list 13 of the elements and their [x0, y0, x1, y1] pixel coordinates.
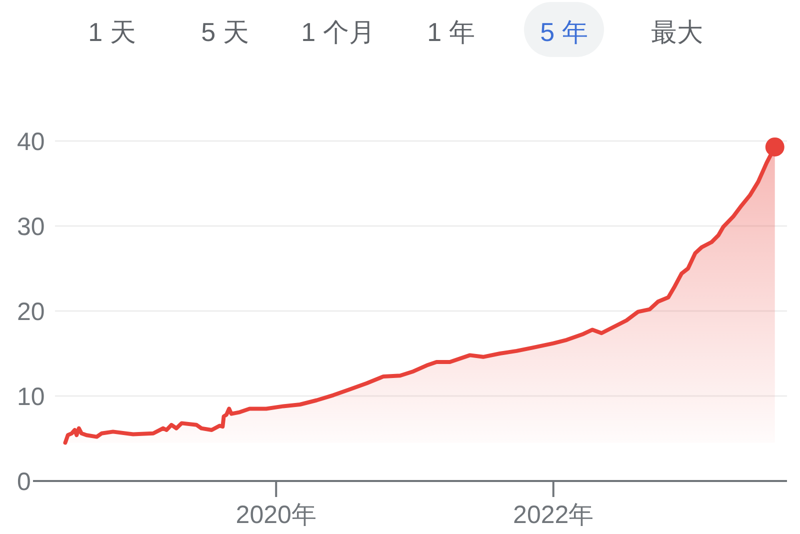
text: 1 天: [88, 17, 136, 47]
text: 1 年: [427, 17, 475, 47]
text: 5 天: [201, 17, 249, 47]
text: 1 个月: [301, 17, 375, 47]
x-tick-label: 2020年: [236, 501, 316, 529]
y-tick-label: 0: [17, 468, 31, 496]
x-tick-label: 2022年: [513, 501, 594, 529]
y-tick-label: 10: [17, 382, 45, 411]
text: 5 年: [540, 17, 588, 47]
y-tick-label: 40: [17, 128, 45, 156]
y-tick-label: 30: [17, 212, 45, 241]
y-tick-label: 20: [17, 298, 45, 326]
text: 最大: [651, 17, 703, 47]
